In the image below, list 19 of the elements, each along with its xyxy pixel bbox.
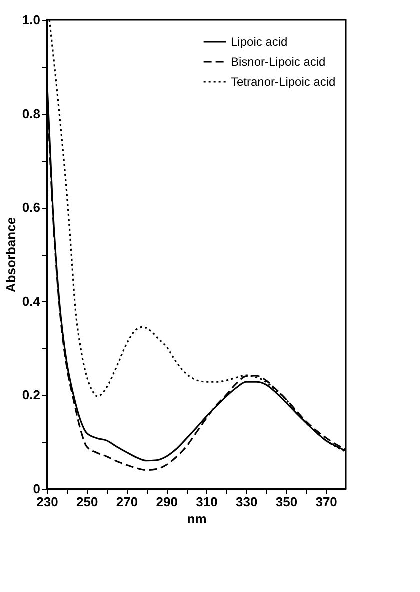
y-tick-label: 0.4	[22, 294, 42, 309]
y-tick-label: 0.2	[22, 388, 40, 403]
y-axis-title: Absorbance	[3, 217, 18, 293]
legend-label: Lipoic acid	[231, 35, 288, 49]
x-tick-label: 230	[36, 494, 58, 510]
x-tick-label: 290	[156, 494, 178, 510]
x-tick-label: 250	[76, 494, 98, 510]
x-tick-label: 270	[116, 494, 138, 510]
y-tick-label: 0.6	[22, 200, 40, 216]
legend-label: Bisnor-Lipoic acid	[231, 55, 326, 69]
y-tick-label: 0.8	[22, 106, 40, 122]
x-tick-label: 370	[316, 494, 338, 510]
legend-label: Tetranor-Lipoic acid	[231, 75, 336, 89]
y-tick-label: 0	[33, 482, 40, 496]
y-tick-label: 1.0	[22, 12, 40, 28]
x-tick-label: 310	[196, 494, 218, 510]
x-tick-label: 350	[276, 494, 298, 510]
x-tick-label: 330	[236, 494, 258, 510]
x-axis-title: nm	[187, 512, 207, 526]
